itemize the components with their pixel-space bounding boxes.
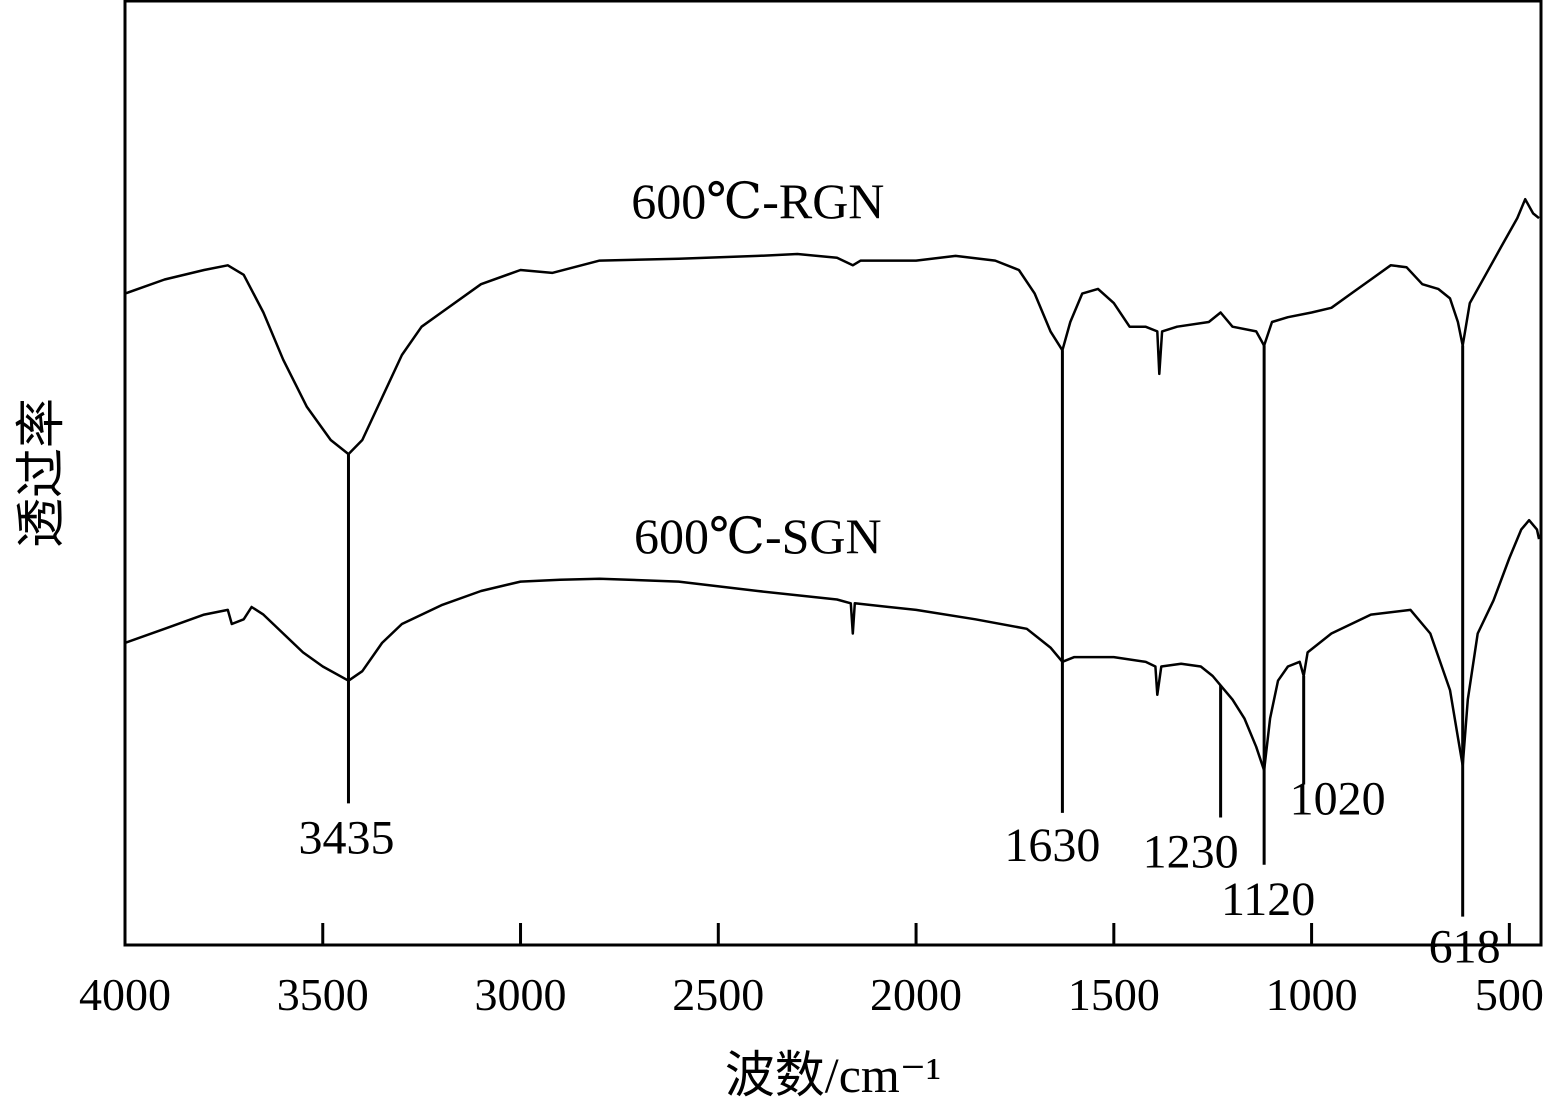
peak-label: 1630 [1004, 819, 1100, 872]
x-tick-label: 3000 [475, 969, 567, 1020]
series-line-sgn [124, 518, 1541, 772]
peak-label: 1230 [1143, 826, 1239, 879]
x-tick-label: 1000 [1266, 969, 1358, 1020]
peak-label: 1020 [1290, 773, 1386, 826]
peak-label: 3435 [298, 811, 394, 864]
peak-label: 618 [1429, 921, 1501, 974]
series-line-rgn [124, 197, 1540, 456]
series-layer: 600℃-RGN 600℃-SGN [124, 173, 1541, 772]
series-label-sgn: 600℃-SGN [634, 508, 882, 564]
y-axis-title: 透过率 [13, 398, 69, 548]
peak-label: 1120 [1221, 873, 1315, 926]
x-axis-ticks: 4000 3500 3000 2500 2000 1500 1000 500 [79, 923, 1544, 1020]
x-tick-label: 1500 [1068, 969, 1160, 1020]
x-tick-label: 3500 [277, 969, 369, 1020]
x-tick-label: 500 [1475, 969, 1544, 1020]
x-tick-label: 4000 [79, 969, 171, 1020]
x-axis-title: 波数/cm⁻¹ [725, 1047, 941, 1103]
series-label-rgn: 600℃-RGN [631, 173, 884, 229]
plot-frame [123, 0, 1543, 947]
x-tick-label: 2500 [672, 969, 764, 1020]
x-tick-label: 2000 [870, 969, 962, 1020]
